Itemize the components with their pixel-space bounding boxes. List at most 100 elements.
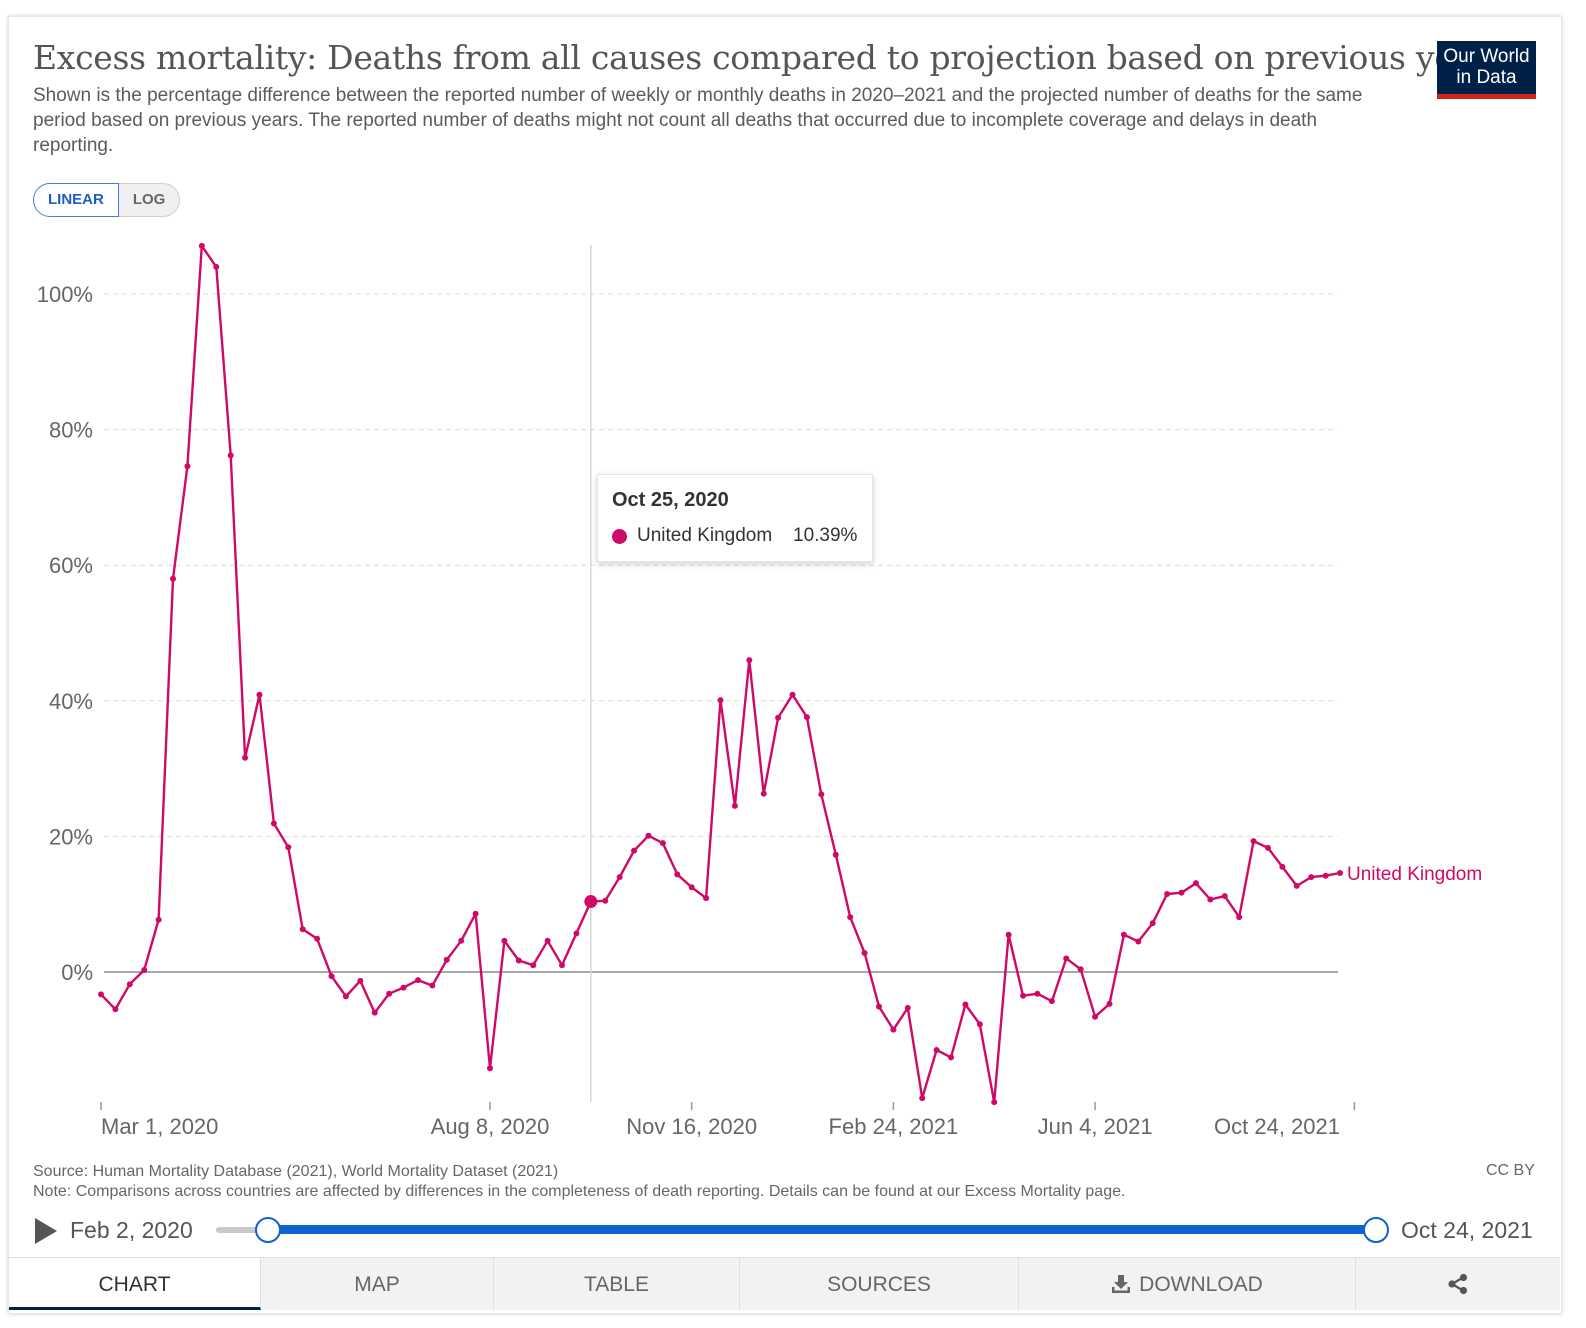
data-point[interactable] (1207, 896, 1214, 903)
data-point[interactable] (991, 1099, 998, 1106)
data-point[interactable] (1293, 882, 1300, 889)
data-point[interactable] (933, 1046, 940, 1053)
data-point[interactable] (573, 930, 580, 937)
data-point[interactable] (717, 697, 724, 704)
data-point[interactable] (227, 452, 234, 459)
data-point[interactable] (242, 754, 249, 761)
data-point[interactable] (616, 874, 623, 881)
data-point[interactable] (847, 914, 854, 921)
data-point[interactable] (645, 832, 652, 839)
data-point[interactable] (775, 714, 782, 721)
data-point[interactable] (184, 463, 191, 470)
data-point[interactable] (472, 910, 479, 917)
data-point[interactable] (544, 937, 551, 944)
data-point[interactable] (803, 714, 810, 721)
log-scale-button[interactable]: LOG (118, 183, 181, 217)
data-point[interactable] (1135, 938, 1142, 945)
data-point[interactable] (1279, 863, 1286, 870)
data-point[interactable] (429, 982, 436, 989)
linear-scale-button[interactable]: LINEAR (33, 183, 119, 217)
data-point[interactable] (1308, 874, 1315, 881)
tab-map[interactable]: MAP (261, 1258, 494, 1310)
data-point[interactable] (1221, 893, 1228, 900)
data-point[interactable] (400, 984, 407, 991)
data-point[interactable] (1149, 920, 1156, 927)
data-point[interactable] (112, 1006, 119, 1013)
line-chart[interactable]: 0% 20% 40% 60% 80% 100% Mar 1, 2020 Aug 8, 202… (0, 0, 1586, 1160)
data-point[interactable] (1250, 838, 1257, 845)
data-point[interactable] (285, 844, 292, 851)
tab-sources[interactable]: SOURCES (740, 1258, 1019, 1310)
data-point[interactable] (1192, 880, 1199, 887)
tab-share[interactable] (1356, 1258, 1560, 1310)
data-point[interactable] (789, 691, 796, 698)
data-point[interactable] (486, 1065, 493, 1072)
note-text[interactable]: Note: Comparisons across countries are a… (33, 1183, 1126, 1200)
source-text[interactable]: Source: Human Mortality Database (2021),… (33, 1163, 559, 1180)
data-point[interactable] (1120, 931, 1127, 938)
data-point[interactable] (1106, 1000, 1113, 1007)
data-point[interactable] (731, 802, 738, 809)
data-point[interactable] (861, 950, 868, 957)
data-point[interactable] (1236, 914, 1243, 921)
license-link[interactable]: CC BY (1486, 1162, 1535, 1179)
data-point[interactable] (818, 791, 825, 798)
data-point[interactable] (126, 981, 133, 988)
data-point[interactable] (1063, 955, 1070, 962)
data-point[interactable] (1264, 844, 1271, 851)
data-point[interactable] (299, 926, 306, 933)
data-point[interactable] (256, 691, 263, 698)
data-point[interactable] (1077, 966, 1084, 973)
tab-chart[interactable]: CHART (9, 1258, 261, 1310)
tab-table[interactable]: TABLE (494, 1258, 740, 1310)
data-point[interactable] (1337, 870, 1343, 877)
data-point[interactable] (875, 1003, 882, 1010)
data-point[interactable] (357, 977, 364, 984)
data-point[interactable] (198, 242, 205, 249)
data-point[interactable] (962, 1001, 969, 1008)
data-point[interactable] (688, 884, 695, 891)
data-point[interactable] (1322, 872, 1329, 879)
timeline-start-handle[interactable] (255, 1217, 281, 1243)
data-point[interactable] (501, 937, 508, 944)
data-point[interactable] (141, 966, 148, 973)
data-point[interactable] (919, 1095, 926, 1102)
data-point[interactable] (170, 575, 177, 582)
data-point[interactable] (371, 1009, 378, 1016)
data-point[interactable] (328, 973, 335, 980)
data-point[interactable] (530, 962, 537, 969)
data-point[interactable] (443, 956, 450, 963)
data-point[interactable] (904, 1004, 911, 1011)
play-icon[interactable] (35, 1218, 57, 1244)
tab-download[interactable]: DOWNLOAD (1019, 1258, 1356, 1310)
data-point[interactable] (890, 1026, 897, 1033)
data-point[interactable] (559, 962, 566, 969)
data-point[interactable] (213, 263, 220, 270)
data-point[interactable] (832, 851, 839, 858)
data-point[interactable] (314, 935, 321, 942)
data-point[interactable] (659, 840, 666, 847)
data-point[interactable] (1092, 1013, 1099, 1020)
data-point[interactable] (515, 957, 522, 964)
data-point[interactable] (1005, 931, 1012, 938)
data-point[interactable] (1178, 889, 1185, 896)
data-point[interactable] (760, 790, 767, 797)
data-point[interactable] (1164, 891, 1171, 898)
data-point[interactable] (602, 897, 609, 904)
data-point[interactable] (270, 820, 277, 827)
data-point[interactable] (1034, 990, 1041, 997)
data-point[interactable] (386, 990, 393, 997)
data-point[interactable] (631, 847, 638, 854)
data-point[interactable] (746, 657, 753, 664)
data-point[interactable] (342, 993, 349, 1000)
data-point[interactable] (674, 871, 681, 878)
series-end-label[interactable]: United Kingdom (1347, 864, 1482, 885)
owid-logo[interactable]: Our World in Data (1437, 41, 1536, 99)
data-point[interactable] (414, 977, 421, 984)
data-point[interactable] (155, 916, 162, 923)
data-point[interactable] (1048, 998, 1055, 1005)
data-point[interactable] (1020, 992, 1027, 999)
data-point[interactable] (976, 1021, 983, 1028)
timeline-end-handle[interactable] (1363, 1217, 1389, 1243)
data-point[interactable] (98, 991, 104, 998)
